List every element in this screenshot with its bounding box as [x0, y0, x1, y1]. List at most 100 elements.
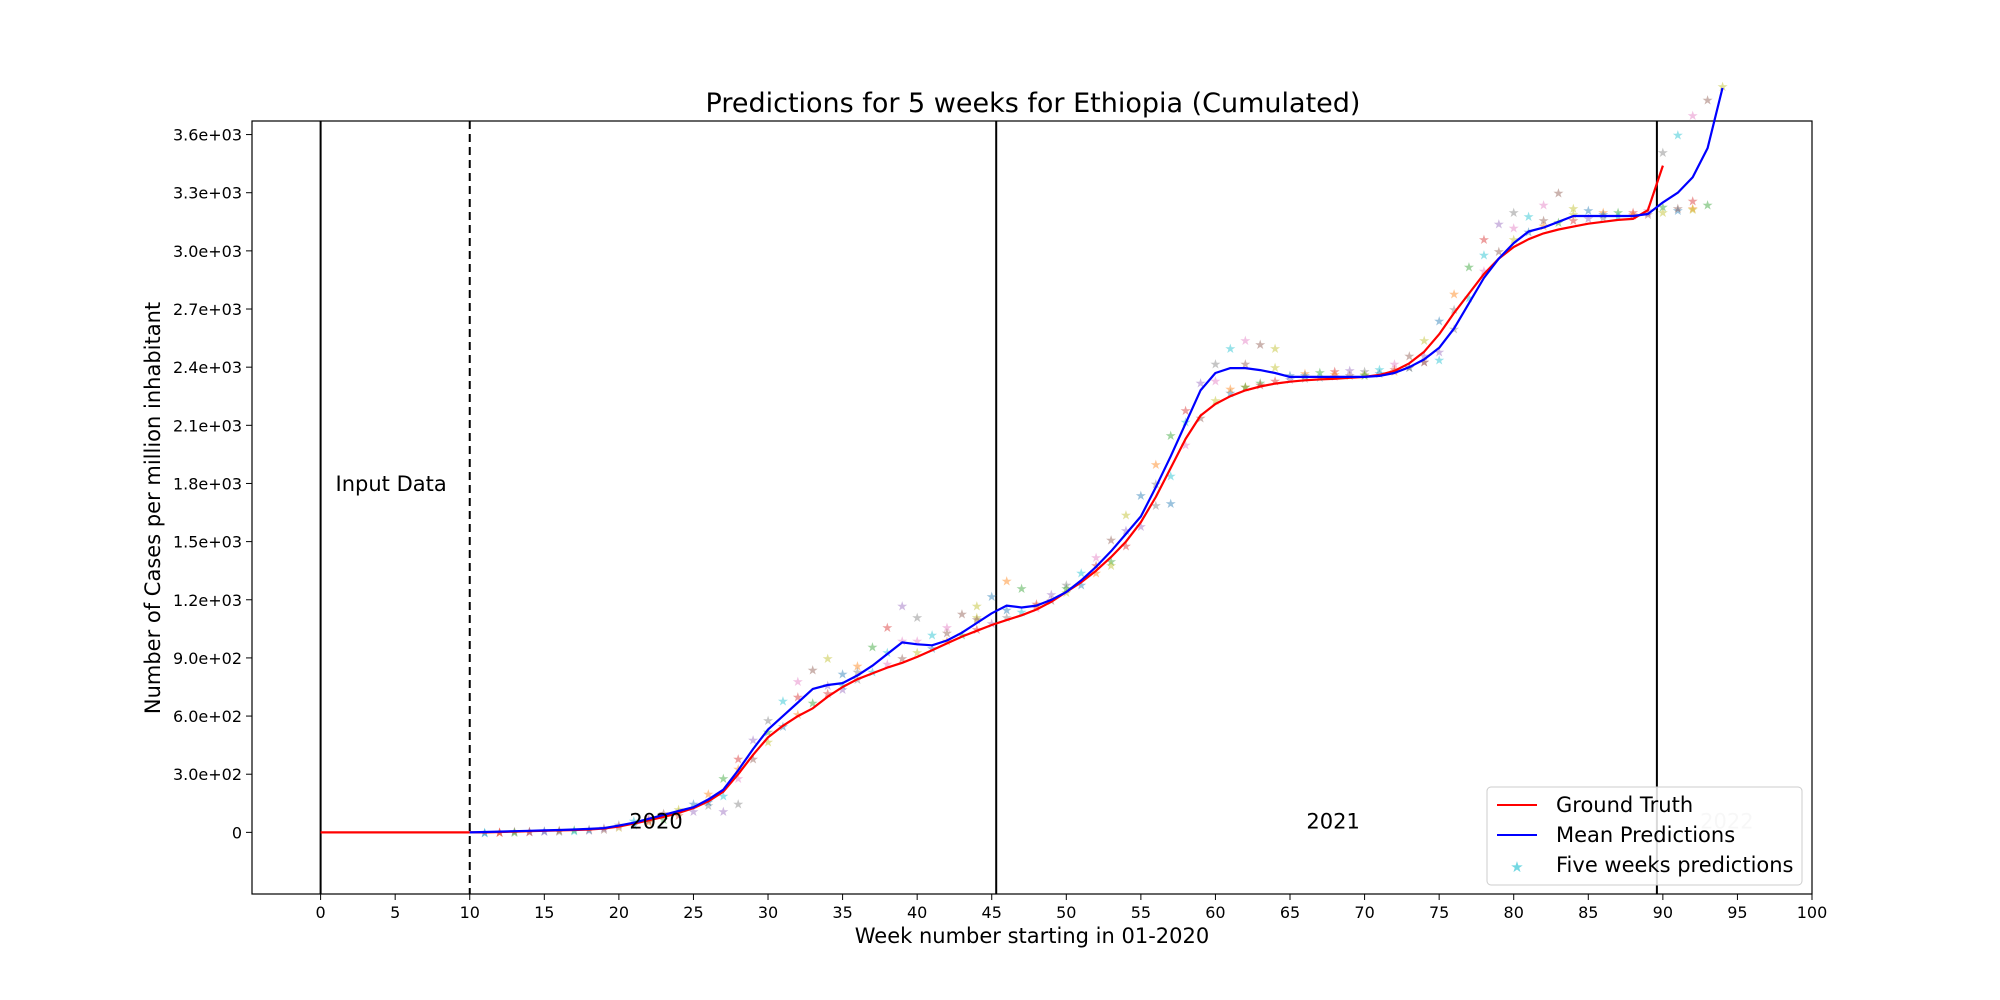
y-tick-label: 6.0e+02 — [173, 707, 242, 726]
prediction-star-marker: ★ — [971, 600, 983, 615]
prediction-star-marker: ★ — [553, 824, 565, 839]
prediction-star-marker: ★ — [717, 772, 729, 787]
prediction-star-marker: ★ — [1195, 412, 1207, 427]
prediction-star-marker: ★ — [494, 826, 506, 841]
prediction-star-marker: ★ — [1254, 338, 1266, 353]
prediction-star-marker: ★ — [1493, 218, 1505, 233]
prediction-star-marker: ★ — [1553, 187, 1565, 202]
x-tick-label: 0 — [316, 903, 326, 922]
prediction-star-marker: ★ — [1672, 202, 1684, 217]
prediction-star-marker: ★ — [807, 664, 819, 679]
prediction-star-marker: ★ — [1612, 210, 1624, 225]
prediction-star-marker: ★ — [867, 640, 879, 655]
prediction-star-marker: ★ — [1687, 109, 1699, 124]
y-tick-label: 3.6e+03 — [173, 126, 242, 145]
prediction-star-marker: ★ — [1657, 146, 1669, 161]
y-tick-label: 2.1e+03 — [173, 416, 242, 435]
prediction-star-marker: ★ — [732, 772, 744, 787]
plot-area: ★ ★ ★ ★ ★ ★ ★ ★ ★ ★ ★ ★ ★ ★ ★★★★★★★★★★★★★★★★★★★★★★★★★★… — [251, 80, 1813, 895]
prediction-star-marker: ★ — [747, 753, 759, 768]
x-tick-label: 5 — [390, 903, 400, 922]
prediction-star-marker: ★ — [1001, 611, 1013, 626]
prediction-star-marker: ★ — [1478, 249, 1490, 264]
prediction-star-marker: ★ — [1463, 291, 1475, 306]
prediction-star-marker: ★ — [1329, 368, 1341, 383]
prediction-star-marker: ★ — [1105, 555, 1117, 570]
prediction-star-marker: ★ — [1523, 225, 1535, 240]
prediction-star-marker: ★ — [688, 797, 700, 812]
x-tick-label: 20 — [609, 903, 629, 922]
prediction-star-marker: ★ — [524, 825, 536, 840]
prediction-star-marker: ★ — [1359, 365, 1371, 380]
prediction-star-marker: ★ — [777, 720, 789, 735]
prediction-star-marker: ★ — [1568, 202, 1580, 217]
prediction-star-marker: ★ — [1687, 194, 1699, 209]
prediction-star-marker: ★ — [538, 825, 550, 840]
prediction-star-marker: ★ — [1105, 534, 1117, 549]
legend-star-swatch: ★ — [1510, 858, 1523, 876]
prediction-star-marker: ★ — [941, 621, 953, 636]
prediction-star-marker: ★ — [986, 590, 998, 605]
prediction-star-marker: ★ — [1642, 208, 1654, 223]
prediction-star-marker: ★ — [1075, 567, 1087, 582]
prediction-star-marker: ★ — [1702, 198, 1714, 213]
prediction-star-marker: ★ — [1180, 404, 1192, 419]
x-axis-label: Week number starting in 01-2020 — [855, 924, 1209, 948]
prediction-star-marker: ★ — [1493, 245, 1505, 260]
prediction-star-marker: ★ — [837, 683, 849, 698]
legend-five-weeks-predictions-label: Five weeks predictions — [1556, 853, 1794, 877]
prediction-star-marker: ★ — [643, 816, 655, 831]
prediction-star-marker: ★ — [703, 799, 715, 814]
prediction-star-marker: ★ — [882, 658, 894, 673]
prediction-star-marker: ★ — [837, 667, 849, 682]
y-tick-label: 3.0e+03 — [173, 242, 242, 261]
prediction-star-marker: ★ — [911, 634, 923, 649]
x-tick-label: 10 — [460, 903, 480, 922]
prediction-star-marker: ★ — [1523, 210, 1535, 225]
vertical-lines — [319, 121, 1658, 894]
prediction-star-marker: ★ — [1329, 365, 1341, 380]
prediction-star-marker: ★ — [1597, 211, 1609, 226]
prediction-star-marker: ★ — [1254, 377, 1266, 392]
prediction-star-marker: ★ — [1657, 200, 1669, 215]
x-tick-label: 45 — [982, 903, 1002, 922]
prediction-star-marker: ★ — [941, 627, 953, 642]
series-lines — [320, 87, 1724, 834]
prediction-star-marker: ★ — [1642, 204, 1654, 219]
prediction-star-marker: ★ — [1195, 377, 1207, 392]
prediction-star-marker: ★ — [1418, 355, 1430, 370]
x-tick-label: 80 — [1504, 903, 1524, 922]
prediction-star-marker: ★ — [1284, 373, 1296, 388]
prediction-star-marker: ★ — [583, 824, 595, 839]
x-tick-label: 65 — [1280, 903, 1300, 922]
prediction-star-marker: ★ — [956, 607, 968, 622]
annotation-text: Input Data — [336, 472, 447, 496]
prediction-star-marker: ★ — [852, 673, 864, 688]
prediction-star-marker: ★ — [1418, 350, 1430, 365]
prediction-star-marker: ★ — [1210, 394, 1222, 409]
prediction-star-marker: ★ — [852, 665, 864, 680]
prediction-star-marker: ★ — [1403, 361, 1415, 376]
prediction-star-marker: ★ — [1269, 342, 1281, 357]
prediction-star-marker: ★ — [762, 735, 774, 750]
prediction-star-marker: ★ — [1433, 346, 1445, 361]
axes-frame — [251, 120, 1813, 895]
y-tick-label: 0 — [232, 823, 242, 842]
prediction-star-marker: ★ — [1433, 315, 1445, 330]
prediction-star-marker: ★ — [1090, 551, 1102, 566]
x-tick-label: 25 — [683, 903, 703, 922]
prediction-star-marker: ★ — [1001, 574, 1013, 589]
prediction-star-marker: ★ — [1225, 386, 1237, 401]
prediction-star-marker: ★ — [1672, 204, 1684, 219]
legend-mean-predictions-label: Mean Predictions — [1556, 823, 1735, 847]
prediction-star-marker: ★ — [703, 795, 715, 810]
prediction-star-marker: ★ — [1060, 578, 1072, 593]
prediction-star-marker: ★ — [792, 691, 804, 706]
prediction-star-marker: ★ — [1001, 603, 1013, 618]
prediction-star-marker: ★ — [1582, 212, 1594, 227]
prediction-star-marker: ★ — [553, 825, 565, 840]
prediction-star-marker: ★ — [1374, 363, 1386, 378]
prediction-star-marker: ★ — [1210, 357, 1222, 372]
prediction-star-marker: ★ — [1538, 198, 1550, 213]
